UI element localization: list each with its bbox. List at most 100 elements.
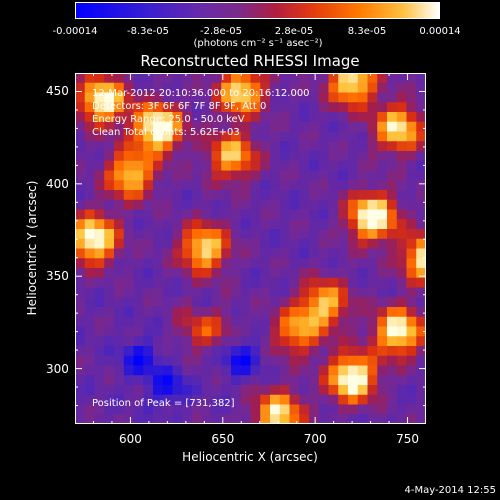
heatmap-cell — [221, 209, 232, 220]
heatmap-cell — [133, 375, 144, 386]
heatmap-cell — [328, 180, 339, 191]
heatmap-cell — [328, 355, 339, 367]
heatmap-cell — [367, 199, 378, 211]
heatmap-cell — [387, 268, 398, 279]
heatmap-cell — [270, 258, 281, 269]
heatmap-cell — [367, 180, 378, 191]
heatmap-cell — [104, 268, 115, 279]
heatmap-cell — [309, 394, 320, 406]
heatmap-cell — [357, 355, 369, 367]
heatmap-cell — [162, 190, 174, 201]
heatmap-cell — [211, 307, 222, 318]
heatmap-cell — [299, 82, 310, 94]
heatmap-cell — [162, 385, 174, 396]
heatmap-cell — [231, 287, 242, 298]
heatmap-cell — [221, 141, 232, 152]
heatmap-cell — [357, 180, 369, 191]
heatmap-cell — [318, 131, 330, 142]
heatmap-cell — [192, 112, 203, 123]
heatmap-cell — [182, 268, 193, 279]
heatmap-cell — [377, 414, 388, 424]
heatmap-cell — [250, 229, 261, 240]
heatmap-cell — [133, 394, 144, 406]
heatmap-cell — [338, 238, 349, 250]
heatmap-cell — [240, 121, 252, 133]
heatmap-cell — [270, 355, 281, 367]
heatmap-cell — [94, 219, 105, 230]
heatmap-cell — [114, 346, 125, 357]
heatmap-cell — [377, 394, 388, 406]
heatmap-cell — [279, 82, 291, 94]
heatmap-cell — [192, 82, 203, 94]
heatmap-cell — [270, 394, 281, 406]
heatmap-cell — [94, 287, 105, 298]
heatmap-cell — [84, 229, 96, 240]
heatmap-cell — [338, 151, 349, 162]
heatmap-cell — [357, 82, 369, 94]
heatmap-cell — [328, 121, 339, 133]
heatmap-cell — [114, 316, 125, 328]
heatmap-cell — [104, 180, 115, 191]
heatmap-cell — [123, 209, 135, 220]
heatmap-cell — [201, 92, 213, 103]
heatmap-cell — [318, 375, 330, 386]
heatmap-cell — [328, 73, 339, 84]
heatmap-cell — [172, 82, 183, 94]
heatmap-cell — [162, 238, 174, 250]
heatmap-cell — [182, 180, 193, 191]
heatmap-cell — [182, 160, 193, 172]
heatmap-cell — [289, 297, 300, 308]
heatmap-cell — [75, 365, 86, 376]
heatmap-cell — [153, 121, 164, 133]
heatmap-cell — [250, 190, 261, 201]
heatmap-cell — [270, 287, 281, 298]
heatmap-cell — [357, 326, 369, 337]
heatmap-cell — [299, 326, 310, 337]
heatmap-cell — [143, 268, 154, 279]
heatmap-cell — [153, 199, 164, 211]
heatmap-cell — [279, 170, 291, 181]
heatmap-cell — [182, 346, 193, 357]
heatmap-cell — [328, 316, 339, 328]
heatmap-cell — [240, 190, 252, 201]
heatmap-cell — [123, 199, 135, 211]
heatmap-cell — [211, 73, 222, 84]
heatmap-cell — [104, 297, 115, 308]
heatmap-cell — [318, 180, 330, 191]
heatmap-cell — [172, 268, 183, 279]
heatmap-cell — [133, 287, 144, 298]
heatmap-cell — [338, 297, 349, 308]
heatmap-cell — [367, 248, 378, 259]
heatmap-cell — [114, 287, 125, 298]
heatmap-cell — [231, 268, 242, 279]
heatmap-cell — [143, 92, 154, 103]
heatmap-cell — [328, 151, 339, 162]
heatmap-cell — [182, 151, 193, 162]
heatmap-cell — [143, 229, 154, 240]
heatmap-cell — [416, 238, 426, 250]
heatmap-cell — [162, 316, 174, 328]
heatmap-cell — [299, 414, 310, 424]
heatmap-cell — [221, 414, 232, 424]
heatmap-cell — [94, 131, 105, 142]
heatmap-cell — [201, 336, 213, 347]
heatmap-cell — [367, 375, 378, 386]
heatmap-cell — [299, 151, 310, 162]
heatmap-cell — [299, 92, 310, 103]
heatmap-cell — [338, 355, 349, 367]
heatmap-cell — [309, 160, 320, 172]
heatmap-cell — [221, 297, 232, 308]
heatmap-cell — [279, 336, 291, 347]
heatmap-cell — [367, 102, 378, 113]
heatmap-cell — [406, 248, 417, 259]
heatmap-cell — [357, 112, 369, 123]
heatmap-cell — [396, 414, 408, 424]
heatmap-cell — [94, 336, 105, 347]
heatmap-cell — [172, 102, 183, 113]
heatmap-cell — [387, 141, 398, 152]
heatmap-cell — [387, 131, 398, 142]
heatmap-cell — [328, 385, 339, 396]
heatmap-cell — [406, 151, 417, 162]
heatmap-cell — [367, 160, 378, 172]
heatmap-cell — [396, 170, 408, 181]
